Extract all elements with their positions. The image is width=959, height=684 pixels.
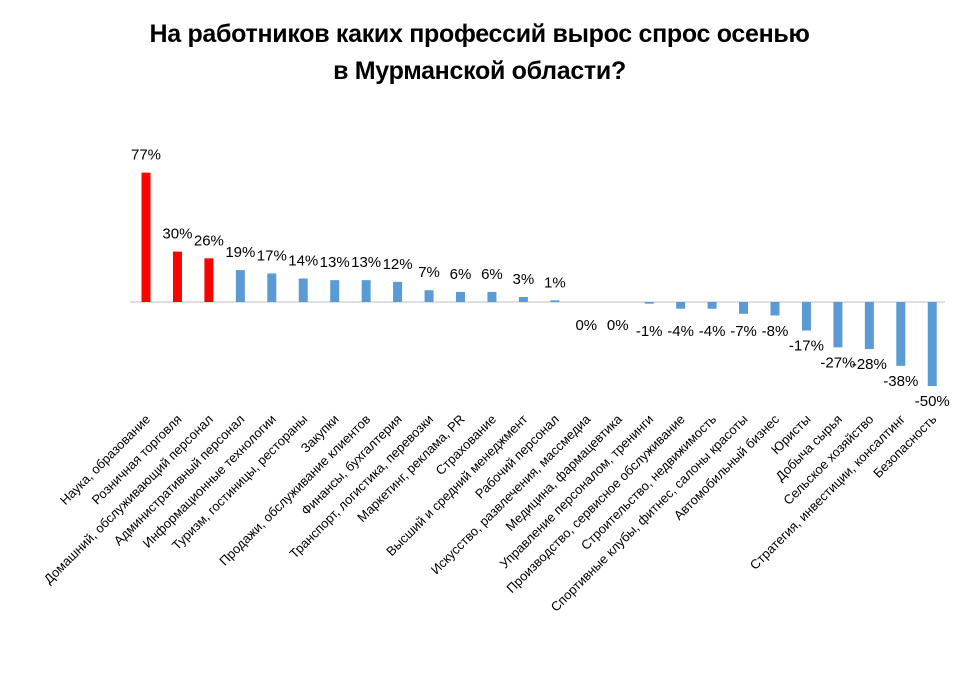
bar [896,302,906,366]
bar [644,302,654,304]
data-label: -28% [852,356,887,373]
data-label: -4% [667,323,694,340]
bar [487,291,497,302]
bar [141,172,151,302]
bar [267,273,277,302]
bar [739,302,749,314]
bar [235,270,245,302]
data-label: 6% [481,266,503,283]
data-label: 7% [418,264,440,281]
bar [298,278,308,302]
data-label: 1% [544,274,566,291]
data-label: -7% [730,323,757,340]
data-label: -17% [789,338,824,355]
data-label: 13% [320,254,350,271]
data-label: 14% [288,252,318,269]
bar [927,302,937,386]
data-label: -38% [883,373,918,390]
bar [833,302,843,348]
bar [801,302,811,331]
bar [550,300,560,302]
data-label: 77% [131,147,161,164]
data-label: 12% [383,256,413,273]
bar [518,296,528,302]
data-label: 6% [450,266,472,283]
data-label: -1% [636,323,663,340]
bar [770,302,780,316]
bar [864,302,874,350]
bar [361,280,371,302]
data-label: 0% [607,317,629,334]
bar [707,302,717,309]
data-label: 26% [194,232,224,249]
data-label: 0% [575,317,597,334]
data-label: -50% [915,393,950,410]
bar [424,290,434,302]
bar [676,302,686,309]
bar [330,280,340,302]
data-label: 3% [513,271,535,288]
data-label: 30% [162,226,192,243]
data-label: -4% [699,323,726,340]
bar [393,281,403,302]
bar [172,251,182,302]
bar [456,291,465,302]
data-label: -27% [820,354,855,371]
data-label: 19% [225,244,255,261]
data-label: 17% [257,247,287,264]
chart-title-line-2: в Мурманской области? [333,57,626,85]
data-label: -8% [762,323,789,340]
data-label: 13% [351,254,381,271]
bar [204,258,214,302]
chart-title-line-1: На работников каких профессий вырос спро… [149,20,810,48]
